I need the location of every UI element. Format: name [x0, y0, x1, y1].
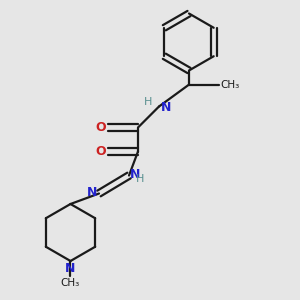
Text: H: H: [136, 173, 145, 184]
Text: N: N: [87, 186, 98, 200]
Text: N: N: [130, 168, 140, 181]
Text: O: O: [96, 145, 106, 158]
Text: O: O: [96, 121, 106, 134]
Text: N: N: [65, 262, 76, 275]
Text: H: H: [144, 97, 153, 107]
Text: CH₃: CH₃: [220, 80, 240, 90]
Text: N: N: [160, 101, 171, 114]
Text: CH₃: CH₃: [61, 278, 80, 287]
